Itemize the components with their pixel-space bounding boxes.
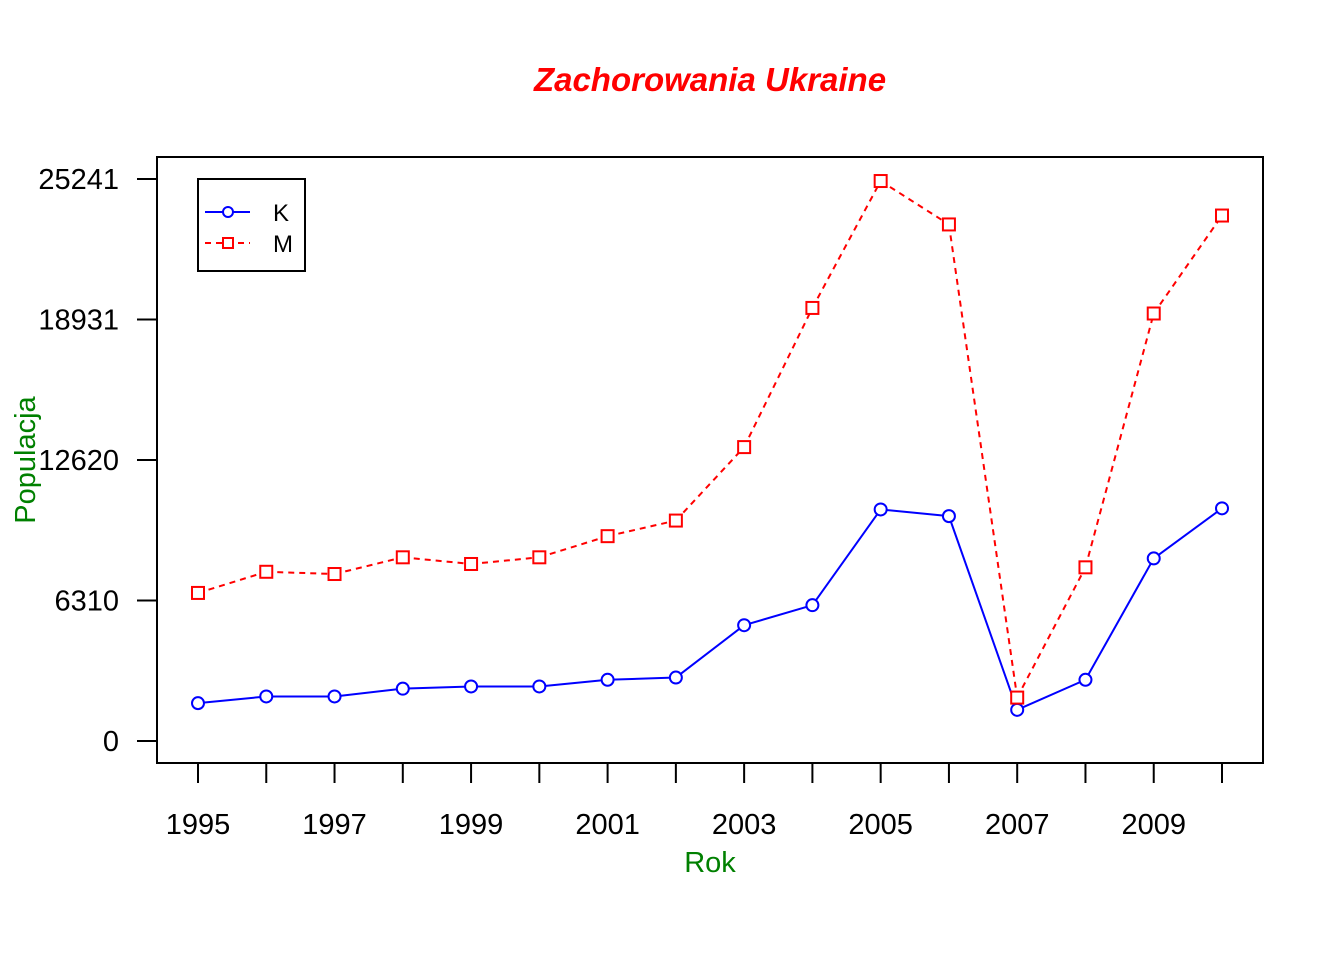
data-point bbox=[464, 679, 479, 694]
x-tick-label: 2001 bbox=[575, 809, 640, 841]
legend-entry: K bbox=[205, 200, 289, 227]
x-tick-label: 1995 bbox=[166, 809, 231, 841]
series-segment bbox=[811, 180, 882, 309]
data-point bbox=[805, 598, 820, 613]
series-segment bbox=[197, 570, 267, 594]
series-segment bbox=[947, 224, 1019, 698]
x-tick-label: 2009 bbox=[1121, 809, 1186, 841]
legend-marker bbox=[222, 237, 234, 249]
series-segment bbox=[811, 508, 882, 606]
data-point bbox=[532, 679, 547, 694]
axes: 1995 1997 1999 2001 2003 2005 2007 2009 0 6310 126… bbox=[38, 164, 1223, 841]
series-segment bbox=[1016, 566, 1087, 699]
data-point bbox=[941, 509, 956, 524]
legend-entry: M bbox=[205, 231, 293, 258]
y-tick-label: 25241 bbox=[38, 164, 119, 196]
series-segment bbox=[947, 515, 1019, 711]
data-point bbox=[464, 556, 479, 571]
series-segment bbox=[675, 446, 745, 522]
data-point bbox=[327, 567, 342, 582]
data-point bbox=[1215, 208, 1229, 223]
x-tick-label: 2005 bbox=[848, 809, 913, 841]
series-segment bbox=[880, 508, 950, 518]
series-segment bbox=[539, 678, 608, 688]
data-point bbox=[1146, 551, 1161, 566]
data-point bbox=[1215, 501, 1229, 516]
data-point bbox=[1078, 672, 1093, 687]
series-segment bbox=[402, 685, 472, 690]
y-axis-label: Populacja bbox=[10, 395, 42, 523]
series-m bbox=[191, 174, 1229, 705]
series-segment bbox=[607, 676, 676, 681]
y-tick-label: 18931 bbox=[38, 304, 119, 336]
series-segment bbox=[675, 624, 745, 679]
series-segment bbox=[743, 307, 814, 448]
y-tick-label: 0 bbox=[103, 726, 119, 758]
series-segment bbox=[334, 556, 404, 575]
data-point bbox=[600, 529, 615, 544]
data-point bbox=[327, 689, 342, 704]
data-point bbox=[668, 670, 683, 685]
data-point bbox=[191, 585, 205, 600]
series-segment bbox=[607, 519, 677, 538]
data-point bbox=[1010, 690, 1025, 705]
legend-box bbox=[197, 178, 306, 272]
legend-marker bbox=[222, 206, 234, 218]
data-point bbox=[191, 696, 205, 711]
series-segment bbox=[743, 604, 813, 627]
series-layer bbox=[191, 174, 1229, 717]
series-segment bbox=[266, 570, 335, 576]
series-segment bbox=[1152, 214, 1223, 315]
data-point bbox=[805, 300, 820, 315]
series-segment bbox=[1084, 313, 1155, 568]
series-segment bbox=[334, 687, 403, 698]
data-point bbox=[873, 174, 888, 189]
x-tick-label: 2003 bbox=[712, 809, 777, 841]
series-segment bbox=[1016, 678, 1086, 711]
legend: KM bbox=[197, 178, 306, 272]
data-point bbox=[941, 217, 956, 232]
data-point bbox=[259, 689, 274, 704]
series-k bbox=[191, 501, 1229, 717]
data-point bbox=[395, 550, 410, 565]
data-point bbox=[1146, 306, 1161, 321]
data-point bbox=[259, 564, 274, 579]
legend-label: K bbox=[273, 200, 289, 227]
chart-title: Zachorowania Ukraine bbox=[533, 61, 886, 98]
data-point bbox=[395, 681, 410, 696]
series-segment bbox=[1084, 557, 1155, 681]
series-segment bbox=[880, 180, 950, 226]
data-point bbox=[1078, 560, 1093, 575]
data-point bbox=[600, 672, 615, 687]
plot-frame bbox=[156, 156, 1264, 764]
data-point bbox=[532, 550, 547, 565]
data-point bbox=[737, 618, 752, 633]
data-point bbox=[873, 502, 888, 517]
series-segment bbox=[402, 556, 472, 565]
series-segment bbox=[1153, 507, 1223, 560]
y-tick-label: 6310 bbox=[54, 586, 119, 618]
x-tick-label: 1997 bbox=[302, 809, 367, 841]
x-tick-label: 2007 bbox=[985, 809, 1050, 841]
series-segment bbox=[470, 556, 540, 565]
series-segment bbox=[197, 695, 267, 705]
y-tick-label: 12620 bbox=[38, 445, 119, 477]
series-segment bbox=[539, 535, 608, 559]
x-tick-label: 1999 bbox=[439, 809, 504, 841]
data-point bbox=[737, 440, 752, 455]
data-point bbox=[1010, 702, 1025, 717]
legend-label: M bbox=[273, 231, 293, 258]
x-axis-label: Rok bbox=[684, 847, 736, 879]
data-point bbox=[668, 513, 683, 528]
